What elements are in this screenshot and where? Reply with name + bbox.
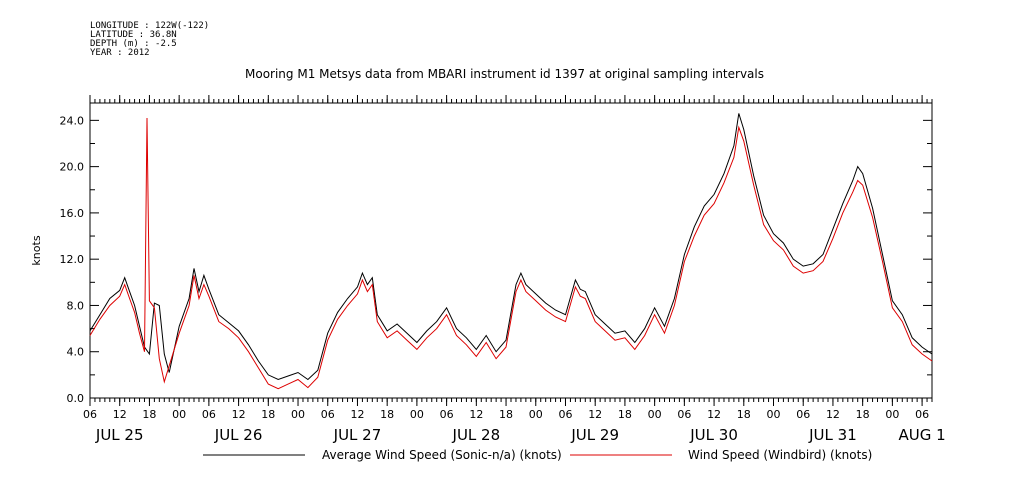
x-day-label: JUL 31	[808, 426, 857, 444]
y-tick-label: 8.0	[67, 299, 85, 312]
depth-text: DEPTH (m) : -2.5	[90, 39, 177, 49]
series-lines	[89, 113, 933, 390]
x-tick-label: 12	[469, 408, 483, 421]
x-tick-label: 18	[261, 408, 275, 421]
y-tick-label: 24.0	[60, 114, 85, 127]
x-day-label: JUL 26	[214, 426, 263, 444]
x-tick-label: 18	[142, 408, 156, 421]
x-tick-label: 06	[558, 408, 572, 421]
year-text: YEAR : 2012	[90, 48, 150, 58]
x-tick-label: 00	[885, 408, 899, 421]
x-day-label: JUL 28	[452, 426, 501, 444]
longitude-text: LONGITUDE : 122W(-122)	[90, 21, 210, 31]
x-tick-label: 06	[915, 408, 929, 421]
x-tick-label: 06	[321, 408, 335, 421]
x-tick-label: 12	[826, 408, 840, 421]
x-day-label: AUG 1	[899, 426, 946, 444]
x-day-label: JUL 30	[689, 426, 738, 444]
x-day-label: JUL 27	[333, 426, 382, 444]
x-tick-label: 00	[410, 408, 424, 421]
axes: 06 12 18 00 06 12 18 00 06 12 18 00 06 12 18 00 06 12 18 00…	[30, 95, 946, 444]
x-tick-label: 12	[588, 408, 602, 421]
series-line-windbird	[89, 117, 933, 390]
y-tick-label: 12.0	[60, 253, 85, 266]
x-tick-label: 18	[380, 408, 394, 421]
x-tick-label: 12	[707, 408, 721, 421]
x-tick-label: 06	[202, 408, 216, 421]
chart-title: Mooring M1 Metsys data from MBARI instru…	[245, 67, 764, 81]
y-tick-label: 0.0	[67, 392, 85, 405]
x-tick-label: 00	[291, 408, 305, 421]
y-tick-label: 4.0	[67, 346, 85, 359]
x-day-label: JUL 29	[570, 426, 619, 444]
series-line-sonic	[89, 113, 933, 381]
legend-label-sonic: Average Wind Speed (Sonic-n/a) (knots)	[322, 448, 562, 462]
x-tick-label: 00	[172, 408, 186, 421]
y-tick-label: 20.0	[60, 161, 85, 174]
x-day-label: JUL 25	[95, 426, 144, 444]
x-tick-label: 18	[737, 408, 751, 421]
x-tick-label: 00	[767, 408, 781, 421]
x-tick-label: 18	[618, 408, 632, 421]
x-tick-label: 12	[113, 408, 127, 421]
latitude-text: LATITUDE : 36.8N	[90, 30, 177, 40]
x-tick-label: 12	[350, 408, 364, 421]
y-tick-label: 16.0	[60, 207, 85, 220]
legend: Average Wind Speed (Sonic-n/a) (knots) Wi…	[203, 448, 872, 462]
plot-frame	[89, 102, 933, 399]
y-axis-label: knots	[30, 235, 43, 265]
x-tick-label: 06	[83, 408, 97, 421]
x-tick-label: 06	[440, 408, 454, 421]
x-tick-label: 06	[677, 408, 691, 421]
legend-label-windbird: Wind Speed (Windbird) (knots)	[688, 448, 872, 462]
x-tick-label: 06	[796, 408, 810, 421]
x-tick-label: 00	[648, 408, 662, 421]
x-tick-label: 00	[529, 408, 543, 421]
x-tick-label: 18	[499, 408, 513, 421]
x-tick-label: 12	[232, 408, 246, 421]
station-metadata: LONGITUDE : 122W(-122) LATITUDE : 36.8N …	[90, 22, 209, 58]
x-tick-label: 18	[856, 408, 870, 421]
